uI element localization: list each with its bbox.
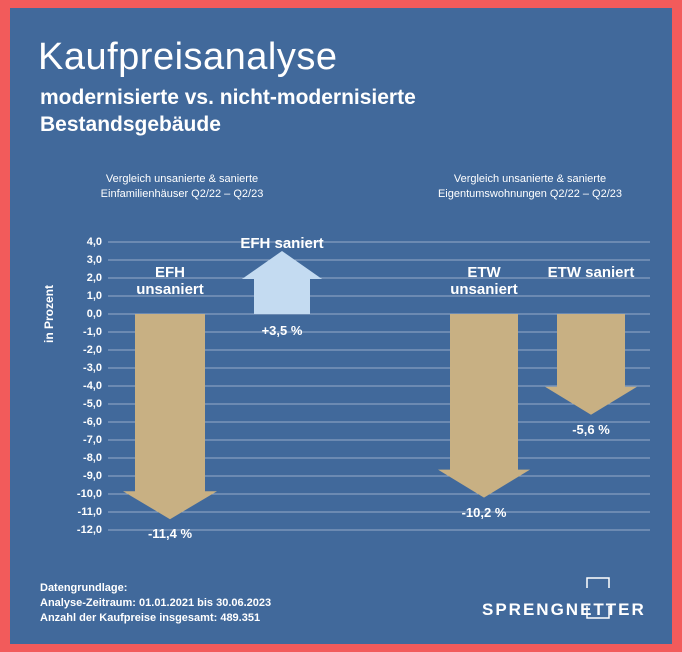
footer: Anzahl der Kaufpreise insgesamt: 489.351	[40, 612, 261, 624]
group-title: Vergleich unsanierte & sanierte Eigentum…	[437, 173, 623, 200]
y-tick-label: -12,0	[77, 524, 102, 536]
y-tick-label: -10,0	[77, 488, 102, 500]
y-tick-label: -5,0	[83, 398, 102, 410]
logo-bracket	[586, 577, 610, 619]
arrow-bar	[123, 314, 217, 520]
y-tick-label: -4,0	[83, 380, 102, 392]
y-tick-label: 0,0	[87, 308, 102, 320]
chart: in Prozent 4,0 3,0 2,0 1,0 0,0 -1,0 -2,0 -3,0 -4…	[42, 236, 650, 619]
infographic: Kaufpreisanalyse modernisierte vs. nicht…	[10, 8, 672, 644]
arrow-bar	[438, 314, 530, 498]
chart-title: Kaufpreisanalyse	[38, 36, 338, 78]
y-tick-label: 2,0	[87, 272, 102, 284]
y-tick-label: 4,0	[87, 236, 102, 248]
category-label: EFH saniert	[240, 235, 324, 252]
y-tick-label: 1,0	[87, 290, 102, 302]
group-title: Vergleich unsanierte & sanierte Einfamil…	[100, 173, 264, 200]
y-tick-label: -9,0	[83, 470, 102, 482]
footer: Datengrundlage:	[40, 582, 128, 594]
y-tick-label: -11,0	[78, 506, 102, 518]
y-tick-label: -2,0	[83, 344, 102, 356]
value-label: -11,4 %	[147, 526, 193, 542]
chart-subtitle: modernisierte vs. nicht-modernisierte Be…	[40, 86, 416, 136]
y-tick-label: -8,0	[83, 452, 102, 464]
logo: SPRENGNETTER	[482, 600, 646, 619]
y-tick-label: -7,0	[83, 434, 102, 446]
arrow-bar	[545, 314, 637, 415]
y-tick-label: -3,0	[83, 362, 102, 374]
category-label: ETW unsaniert	[450, 264, 518, 298]
category-label: EFH unsaniert	[136, 264, 204, 298]
y-axis-label: in Prozent	[42, 285, 56, 343]
category-label: ETW saniert	[547, 264, 635, 281]
arrow-bar	[242, 251, 322, 314]
y-tick-label: -6,0	[83, 416, 102, 428]
y-tick-label: -1,0	[83, 326, 102, 338]
value-label: +3,5 %	[261, 323, 303, 338]
value-label: -10,2 %	[461, 504, 507, 520]
value-label: -5,6 %	[572, 421, 610, 437]
footer: Analyse-Zeitraum: 01.01.2021 bis 30.06.2…	[40, 597, 272, 609]
y-tick-label: 3,0	[87, 254, 102, 266]
